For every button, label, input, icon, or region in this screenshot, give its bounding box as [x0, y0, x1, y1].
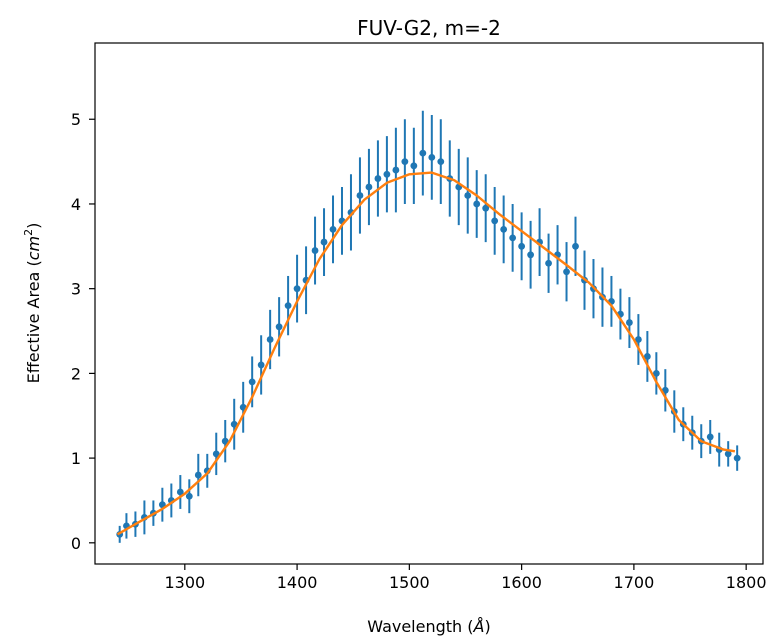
data-point	[563, 268, 570, 276]
data-point	[212, 450, 220, 458]
data-point	[185, 492, 193, 500]
x-tick-label: 1300	[164, 573, 205, 592]
data-point	[230, 420, 238, 428]
data-point	[652, 369, 660, 377]
data-point	[509, 234, 517, 242]
data-point	[482, 204, 490, 212]
data-point	[365, 183, 373, 191]
x-tick-label: 1600	[501, 573, 542, 592]
plot-frame	[94, 42, 764, 565]
plot-area	[94, 42, 764, 565]
data-point	[329, 225, 337, 233]
data-point	[626, 319, 633, 326]
y-tick-label: 3	[71, 280, 81, 299]
data-point	[437, 158, 445, 166]
data-point	[545, 259, 552, 267]
data-point	[500, 225, 508, 233]
y-tick-label: 1	[71, 449, 81, 468]
y-axis-label-power: 2	[22, 229, 35, 236]
y-tick-label: 4	[71, 195, 81, 214]
data-point	[464, 192, 472, 199]
data-point	[176, 488, 184, 496]
data-point	[419, 149, 427, 157]
data-point	[293, 285, 301, 293]
data-point	[527, 251, 535, 259]
data-point	[248, 378, 256, 386]
data-point	[311, 247, 319, 254]
y-axis-ticks: 0 1 2 3 4 5	[71, 110, 95, 553]
x-axis-label-main: Wavelength (	[367, 617, 473, 636]
x-axis-label-unit: Å	[473, 617, 485, 636]
data-point	[383, 170, 391, 178]
y-axis-label-unit: cm	[24, 236, 43, 260]
y-axis-label-close: )	[24, 223, 43, 229]
data-point	[374, 175, 382, 182]
data-point	[275, 323, 283, 331]
data-point	[320, 238, 328, 246]
x-axis-label-close: )	[484, 617, 490, 636]
data-point	[266, 336, 274, 343]
data-point	[392, 166, 400, 174]
data-point	[491, 217, 499, 225]
x-tick-label: 1700	[614, 573, 655, 592]
data-point	[194, 471, 202, 479]
y-axis-label-main: Effective Area (	[24, 260, 43, 383]
y-tick-label: 5	[71, 110, 81, 129]
y-axis-label: Effective Area (cm2)	[22, 223, 43, 384]
data-point	[221, 437, 229, 445]
data-point	[634, 336, 642, 343]
data-point	[473, 200, 481, 208]
x-tick-label: 1500	[389, 573, 430, 592]
y-tick-label: 0	[71, 534, 81, 553]
data-layer	[116, 110, 741, 543]
data-point	[518, 242, 526, 250]
data-point	[257, 361, 265, 369]
x-tick-label: 1400	[277, 573, 318, 592]
data-point	[284, 302, 292, 310]
fit-curve	[116, 171, 736, 536]
data-point	[401, 158, 409, 166]
x-axis-label: Wavelength (Å)	[367, 617, 490, 636]
data-point	[724, 450, 732, 458]
data-point	[733, 454, 741, 462]
data-point	[428, 153, 436, 161]
x-axis-ticks: 1300 1400 1500 1600 1700 1800	[164, 564, 767, 592]
data-point	[706, 433, 714, 441]
chart-title: FUV-G2, m=-2	[357, 16, 501, 40]
data-point	[356, 192, 364, 199]
data-point	[410, 162, 418, 170]
data-point	[572, 242, 579, 250]
data-point	[643, 353, 651, 360]
x-tick-label: 1800	[726, 573, 767, 592]
y-tick-label: 2	[71, 364, 81, 383]
